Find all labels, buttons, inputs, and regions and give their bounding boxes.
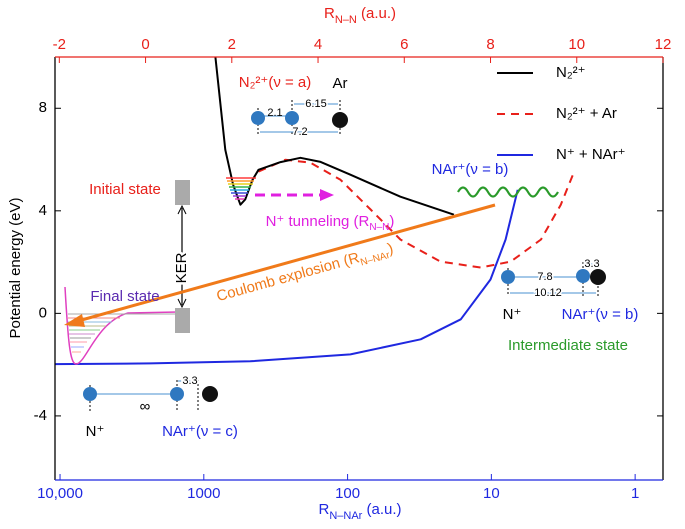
series-line	[54, 189, 519, 366]
y-axis-title: Potential energy (eV)	[7, 198, 24, 339]
final-well	[64, 286, 179, 365]
x2-tick-label: 10	[483, 485, 500, 502]
ker-box	[175, 308, 190, 333]
x-tick-label: 6	[400, 36, 408, 53]
annotation: N⁺ tunneling (RN–N)	[266, 213, 395, 233]
y-tick-label: 0	[39, 304, 47, 321]
legend-label: N₂²⁺	[556, 64, 586, 81]
series-line	[258, 158, 574, 269]
distance-label: 7.8	[537, 271, 552, 283]
y-tick-label: 8	[39, 99, 47, 116]
y-tick-label: -4	[34, 407, 47, 424]
molecule	[83, 380, 218, 412]
coulomb-arrow	[77, 203, 496, 323]
annotation: Initial state	[89, 181, 161, 198]
distance-label: 3.3	[182, 375, 197, 387]
vibration-wave	[457, 186, 559, 198]
annotation: N⁺	[503, 306, 522, 323]
x-axis-title: RN–N (a.u.)	[324, 5, 396, 26]
annotation-part: N–NAr	[359, 250, 391, 269]
x-tick-label: 0	[141, 36, 149, 53]
x-tick-label: -2	[53, 36, 66, 53]
legend-label: N₂²⁺ + Ar	[556, 105, 617, 122]
tunneling-arrowhead	[320, 189, 334, 201]
annotation-part: )	[386, 240, 395, 258]
distance-label: 10.12	[534, 287, 562, 299]
x2-tick-label: 1000	[187, 485, 220, 502]
annotation: NAr⁺(ν = b)	[432, 161, 509, 178]
annotation: N⁺	[86, 423, 105, 440]
title-part: N–NAr	[329, 510, 362, 522]
annotation: N₂²⁺(ν = a)	[239, 74, 312, 91]
y-tick-label: 4	[39, 202, 47, 219]
molecule	[501, 262, 606, 296]
distance-label: 2.1	[267, 107, 282, 119]
ker-box	[175, 180, 190, 205]
distance-label: ∞	[140, 398, 151, 415]
title-part: N–N	[335, 14, 357, 26]
x-tick-label: 8	[486, 36, 494, 53]
ker-arrowheads	[177, 204, 187, 309]
annotation-part: N–N	[369, 222, 389, 233]
x2-tick-label: 10,000	[37, 485, 83, 502]
x-tick-label: 10	[568, 36, 585, 53]
annotation-part: )	[389, 213, 394, 230]
annotation-part: N⁺ tunneling (R	[266, 213, 370, 230]
x2-tick-label: 1	[631, 485, 639, 502]
molecule	[251, 100, 348, 135]
annotation: Intermediate state	[508, 337, 628, 354]
annotation: Final state	[90, 288, 159, 305]
x-tick-label: 12	[655, 36, 672, 53]
title-part: (a.u.)	[357, 5, 396, 22]
x2-tick-label: 100	[335, 485, 360, 502]
distance-label: 6.15	[305, 98, 326, 110]
annotation: NAr⁺(ν = b)	[562, 306, 639, 323]
distance-label: 7.2	[292, 126, 307, 138]
distance-label: 3.3	[584, 258, 599, 270]
annotation: NAr⁺(ν = c)	[162, 423, 238, 440]
title-part: R	[318, 501, 329, 518]
title-part: (a.u.)	[362, 501, 401, 518]
x2-axis-title: RN–NAr (a.u.)	[318, 501, 401, 522]
title-part: R	[324, 5, 335, 22]
x-tick-label: 4	[314, 36, 322, 53]
legend-label: N⁺ + NAr⁺	[556, 146, 626, 163]
coulomb-arrowhead	[64, 314, 85, 327]
initial-well-levels	[226, 177, 256, 200]
ker-label: KER	[173, 252, 190, 283]
x-tick-label: 2	[228, 36, 236, 53]
annotation: Ar	[333, 75, 348, 92]
